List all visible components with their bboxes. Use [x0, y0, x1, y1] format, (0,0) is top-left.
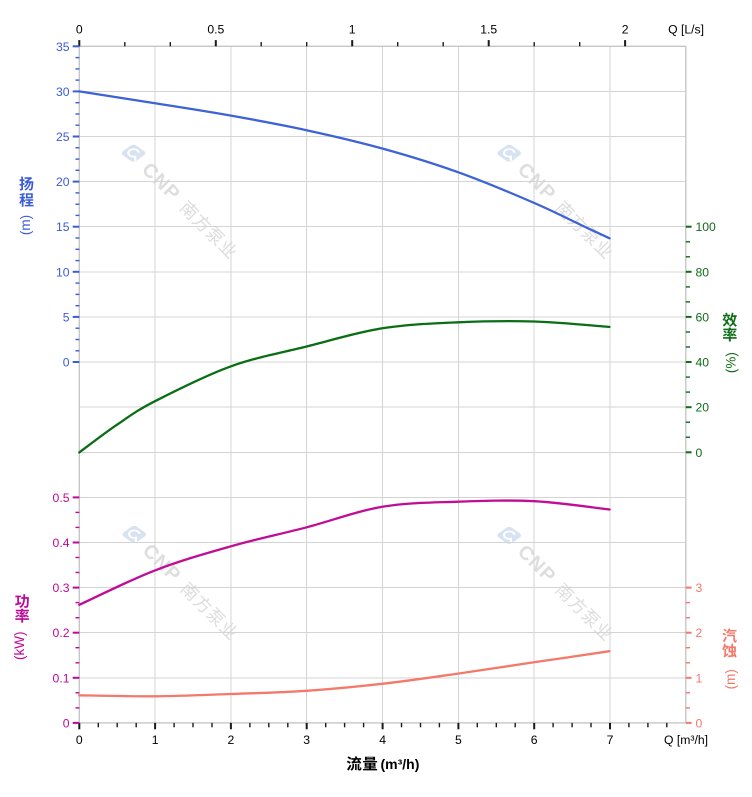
svg-text:0: 0 [76, 733, 83, 747]
svg-text:0: 0 [696, 446, 703, 460]
svg-text:(%): (%) [724, 352, 739, 373]
svg-text:15: 15 [56, 220, 70, 234]
svg-text:80: 80 [696, 265, 710, 279]
svg-text:1: 1 [349, 23, 356, 37]
svg-text:1.5: 1.5 [480, 23, 497, 37]
svg-text:(m): (m) [723, 669, 738, 689]
svg-text:0: 0 [63, 716, 70, 730]
svg-text:0: 0 [76, 23, 83, 37]
svg-text:25: 25 [56, 130, 70, 144]
svg-text:4: 4 [379, 733, 386, 747]
svg-text:Q [L/s]: Q [L/s] [668, 23, 704, 37]
svg-text:0.3: 0.3 [53, 581, 70, 595]
svg-text:0.1: 0.1 [53, 671, 70, 685]
svg-text:1: 1 [696, 671, 703, 685]
svg-text:2: 2 [696, 626, 703, 640]
svg-text:7: 7 [607, 733, 614, 747]
svg-text:0: 0 [63, 356, 70, 370]
svg-text:30: 30 [56, 85, 70, 99]
svg-text:100: 100 [696, 220, 717, 234]
svg-text:(m): (m) [18, 215, 33, 235]
svg-text:0.5: 0.5 [207, 23, 224, 37]
svg-text:10: 10 [56, 265, 70, 279]
svg-text:0.2: 0.2 [53, 626, 70, 640]
svg-text:Q [m³/h]: Q [m³/h] [664, 733, 708, 747]
svg-text:0: 0 [696, 716, 703, 730]
svg-text:0.5: 0.5 [53, 491, 70, 505]
svg-text:1: 1 [152, 733, 159, 747]
svg-text:60: 60 [696, 310, 710, 324]
svg-text:3: 3 [303, 733, 310, 747]
svg-text:5: 5 [63, 310, 70, 324]
svg-text:35: 35 [56, 40, 70, 54]
svg-text:40: 40 [696, 356, 710, 370]
svg-text:2: 2 [622, 23, 629, 37]
svg-text:20: 20 [696, 401, 710, 415]
svg-text:(kW): (kW) [12, 632, 27, 660]
svg-text:0.4: 0.4 [53, 536, 70, 550]
svg-text:6: 6 [531, 733, 538, 747]
svg-text:20: 20 [56, 175, 70, 189]
svg-text:3: 3 [696, 581, 703, 595]
svg-text:5: 5 [455, 733, 462, 747]
svg-text:2: 2 [228, 733, 235, 747]
svg-text:(m³/h): (m³/h) [381, 756, 420, 772]
